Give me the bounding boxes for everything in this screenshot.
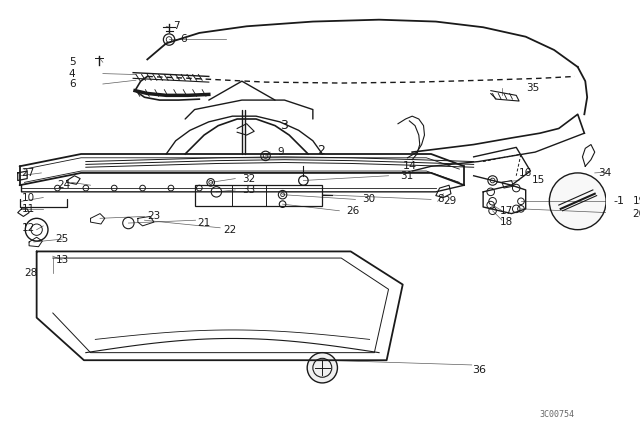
Text: 30: 30 bbox=[362, 194, 375, 204]
Text: 24: 24 bbox=[58, 180, 70, 190]
Text: 34: 34 bbox=[598, 168, 612, 178]
Text: 33: 33 bbox=[242, 185, 255, 195]
Text: 3: 3 bbox=[280, 119, 287, 132]
Text: 31: 31 bbox=[400, 171, 413, 181]
Text: 22: 22 bbox=[223, 225, 236, 235]
Text: 8: 8 bbox=[438, 194, 444, 204]
Circle shape bbox=[549, 173, 606, 230]
Text: 32: 32 bbox=[242, 173, 255, 184]
Text: 9: 9 bbox=[277, 147, 284, 157]
Text: 3C00754: 3C00754 bbox=[540, 410, 575, 419]
Circle shape bbox=[307, 353, 337, 383]
Text: 29: 29 bbox=[444, 196, 457, 206]
Text: 14: 14 bbox=[403, 161, 417, 171]
Text: -1: -1 bbox=[614, 196, 625, 206]
Text: 19: 19 bbox=[632, 196, 640, 206]
Text: 13: 13 bbox=[56, 255, 69, 265]
Text: 21: 21 bbox=[198, 218, 211, 228]
Text: 26: 26 bbox=[346, 206, 359, 216]
Bar bbox=[195, 185, 323, 206]
Text: 6: 6 bbox=[69, 79, 76, 89]
Text: 11: 11 bbox=[22, 204, 35, 214]
Text: 27: 27 bbox=[22, 168, 35, 178]
Text: 23: 23 bbox=[147, 211, 161, 221]
Text: 20: 20 bbox=[632, 209, 640, 219]
Text: 18: 18 bbox=[500, 217, 513, 227]
Text: 12: 12 bbox=[22, 223, 35, 233]
Text: 25: 25 bbox=[56, 234, 69, 244]
Text: 2: 2 bbox=[317, 144, 326, 157]
Text: 17: 17 bbox=[500, 206, 513, 216]
Text: 36: 36 bbox=[472, 365, 486, 375]
Text: 4: 4 bbox=[69, 69, 76, 78]
Text: 5: 5 bbox=[69, 57, 76, 67]
Text: 10: 10 bbox=[22, 193, 35, 202]
Text: 15: 15 bbox=[532, 176, 545, 185]
Text: 28: 28 bbox=[24, 268, 38, 278]
Text: 35: 35 bbox=[527, 83, 540, 93]
Text: 16: 16 bbox=[519, 168, 532, 178]
Text: 7: 7 bbox=[173, 22, 179, 31]
Text: 6: 6 bbox=[180, 34, 187, 43]
